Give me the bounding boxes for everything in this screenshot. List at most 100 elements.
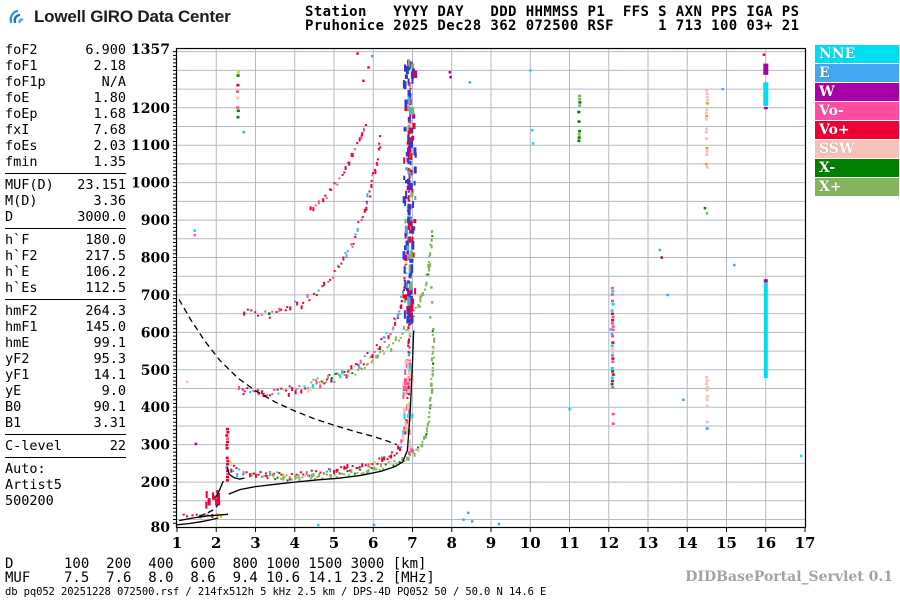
svg-text:8: 8: [447, 534, 457, 552]
svg-text:13: 13: [638, 534, 659, 552]
panel-label: yF2: [5, 351, 30, 367]
panel-value: 90.1: [93, 399, 126, 415]
panel-separator: [5, 228, 126, 229]
panel-value: 14.1: [93, 367, 126, 383]
panel-row-foe: foE 1.80: [5, 90, 126, 106]
svg-text:7: 7: [407, 534, 417, 552]
panel-value: N/A: [101, 74, 126, 90]
svg-text:17: 17: [795, 534, 816, 552]
panel-label: h`F2: [5, 248, 38, 264]
panel-row-hme: hmE 99.1: [5, 335, 126, 351]
panel-value: 1.68: [93, 106, 126, 122]
giro-signal-icon: [9, 9, 24, 24]
panel-row-yf2: yF2 95.3: [5, 351, 126, 367]
panel-row-b0: B0 90.1: [5, 399, 126, 415]
panel-row-yf1: yF1 14.1: [5, 367, 126, 383]
legend-item-nne: NNE: [815, 45, 899, 63]
svg-text:9: 9: [486, 534, 496, 552]
scaled-characteristics-panel: foF2 6.900 foF1 2.18 foF1p N/A foE 1.80 foEp 1.68…: [5, 42, 126, 509]
svg-text:400: 400: [141, 400, 170, 416]
muf-table-d-row: D 100 200 400 600 800 1000 1500 3000 [km…: [5, 556, 427, 572]
panel-value: 9.0: [101, 383, 126, 399]
logo-title: Lowell GIRO Data Center: [34, 7, 231, 26]
panel-label: h`F: [5, 232, 30, 248]
panel-label: B1: [5, 415, 22, 431]
panel-row-clevel: C-level 22: [5, 438, 126, 454]
svg-text:3: 3: [250, 534, 260, 552]
panel-row-d: D 3000.0: [5, 209, 126, 225]
panel-row-ye: yE 9.0: [5, 383, 126, 399]
panel-value: 145.0: [85, 319, 126, 335]
panel-label: Auto:: [5, 461, 46, 477]
svg-text:4: 4: [290, 534, 300, 552]
panel-row-auto: Auto:: [5, 461, 126, 477]
panel-label: h`E: [5, 264, 30, 280]
panel-value: 3.31: [93, 415, 126, 431]
panel-row-fof1: foF1 2.18: [5, 58, 126, 74]
panel-label: foF2: [5, 42, 38, 58]
panel-separator: [5, 457, 126, 458]
panel-row-mufd: MUF(D) 23.151: [5, 177, 126, 193]
panel-value: 99.1: [93, 335, 126, 351]
svg-text:1100: 1100: [131, 138, 170, 154]
panel-row-hf2: h`F2 217.5: [5, 248, 126, 264]
panel-value: 3000.0: [77, 209, 126, 225]
panel-row-hmf2: hmF2 264.3: [5, 303, 126, 319]
panel-row-fmin: fmin 1.35: [5, 154, 126, 170]
svg-text:500: 500: [141, 363, 170, 379]
servlet-version-label: DIDBasePortal_Servlet 0.1: [685, 569, 893, 585]
legend-item-x: X+: [815, 178, 899, 196]
station-header: Station YYYY DAY DDD HHMMSS P1 FFS S AXN…: [305, 5, 799, 33]
panel-value: 2.18: [93, 58, 126, 74]
station-header-line2: Pruhonice 2025 Dec28 362 072500 RSF 1 71…: [305, 18, 800, 34]
panel-value: 180.0: [85, 232, 126, 248]
panel-row-md: M(D) 3.36: [5, 193, 126, 209]
panel-row-foep: foEp 1.68: [5, 106, 126, 122]
panel-label: hmE: [5, 335, 30, 351]
svg-text:80: 80: [151, 520, 171, 536]
panel-label: C-level: [5, 438, 62, 454]
panel-row-he: h`E 106.2: [5, 264, 126, 280]
panel-value: 95.3: [93, 351, 126, 367]
svg-text:12: 12: [598, 534, 619, 552]
panel-label: yF1: [5, 367, 30, 383]
panel-value: 112.5: [85, 280, 126, 296]
panel-label: foE: [5, 90, 30, 106]
legend-item-vo: Vo-: [815, 102, 899, 120]
panel-row-hf: h`F 180.0: [5, 232, 126, 248]
panel-label: hmF1: [5, 319, 38, 335]
legend-item-x: X-: [815, 159, 899, 177]
svg-text:600: 600: [141, 325, 170, 341]
svg-text:11: 11: [559, 534, 580, 552]
panel-value: 23.151: [77, 177, 126, 193]
svg-text:14: 14: [677, 534, 698, 552]
svg-text:900: 900: [141, 213, 170, 229]
svg-text:1: 1: [172, 534, 182, 552]
panel-label: 500200: [5, 493, 54, 509]
svg-text:15: 15: [716, 534, 737, 552]
panel-separator: [5, 434, 126, 435]
panel-label: foF1: [5, 58, 38, 74]
panel-label: MUF(D): [5, 177, 54, 193]
panel-row-fof1p: foF1p N/A: [5, 74, 126, 90]
svg-text:800: 800: [141, 251, 170, 267]
panel-separator: [5, 299, 126, 300]
panel-row-fof2: foF2 6.900: [5, 42, 126, 58]
panel-value: 264.3: [85, 303, 126, 319]
panel-label: fmin: [5, 154, 38, 170]
legend-item-vo: Vo+: [815, 121, 899, 139]
legend-item-w: W: [815, 83, 899, 101]
measurement-status-line: db pq052 20251228 072500.rsf / 214fx512h…: [5, 586, 547, 598]
echo-type-legend: NNE E W Vo- Vo+ SSW X- X+: [815, 45, 899, 197]
panel-row-artist5: Artist5: [5, 477, 126, 493]
station-header-line1: Station YYYY DAY DDD HHMMSS P1 FFS S AXN…: [305, 4, 800, 20]
panel-separator: [5, 173, 126, 174]
panel-row-fxi: fxI 7.68: [5, 122, 126, 138]
panel-value: 3.36: [93, 193, 126, 209]
svg-text:1200: 1200: [131, 101, 170, 117]
panel-label: yE: [5, 383, 22, 399]
legend-item-ssw: SSW: [815, 140, 899, 158]
panel-label: fxI: [5, 122, 30, 138]
svg-text:16: 16: [755, 534, 776, 552]
